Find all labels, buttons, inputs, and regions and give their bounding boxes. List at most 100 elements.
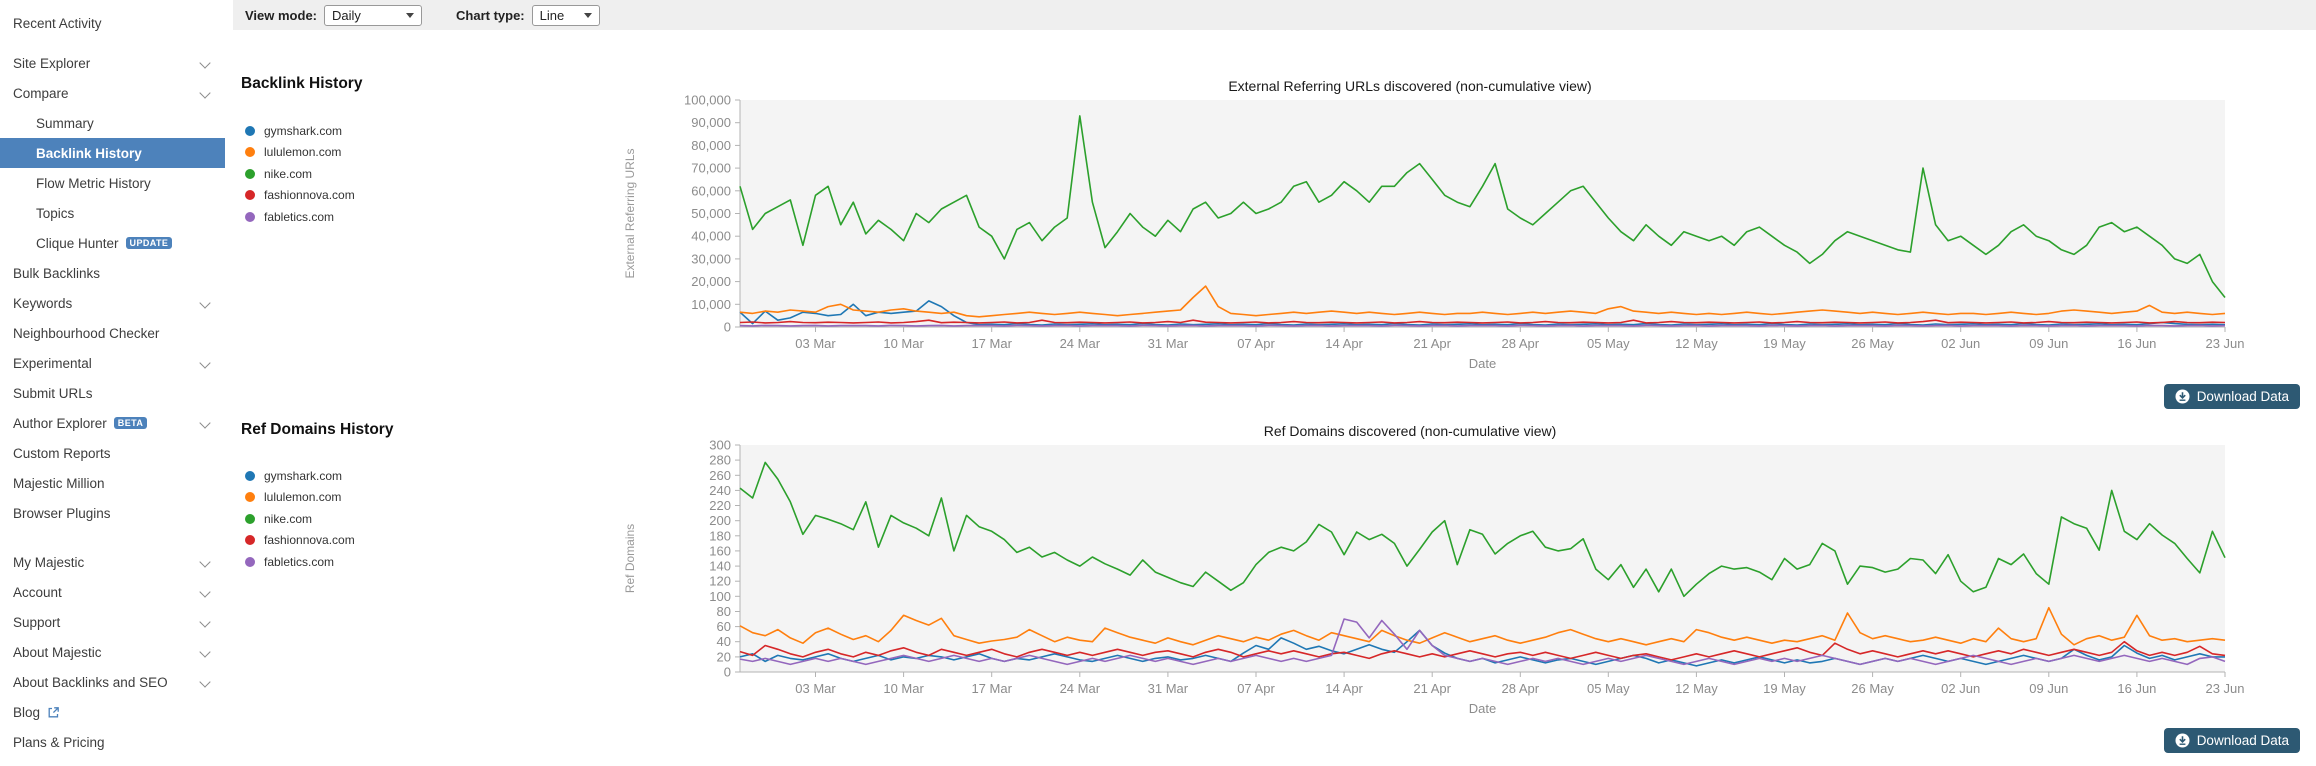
svg-text:23 Jun: 23 Jun: [2205, 681, 2244, 696]
sidebar-item-author-explorer[interactable]: Author Explorer BETA: [0, 408, 225, 438]
svg-text:26 May: 26 May: [1851, 681, 1894, 696]
svg-text:02 Jun: 02 Jun: [1941, 336, 1980, 351]
sidebar-item-label: Topics: [36, 205, 75, 221]
sidebar-item-bulk-backlinks[interactable]: Bulk Backlinks: [0, 258, 225, 288]
svg-text:20,000: 20,000: [691, 274, 731, 289]
svg-text:140: 140: [709, 559, 731, 574]
svg-text:07 Apr: 07 Apr: [1237, 681, 1275, 696]
sidebar-item-label: Support: [13, 614, 61, 630]
sidebar-item-my-majestic[interactable]: My Majestic: [0, 547, 225, 577]
sidebar-item-blog[interactable]: Blog: [0, 697, 225, 727]
download-data-button[interactable]: Download Data: [2163, 728, 2300, 753]
sidebar-item-compare[interactable]: Compare: [0, 78, 225, 108]
sidebar-item-summary[interactable]: Summary: [0, 108, 225, 138]
svg-text:10 Mar: 10 Mar: [883, 336, 924, 351]
legend-dot: [245, 492, 255, 503]
sidebar-item-experimental[interactable]: Experimental: [0, 348, 225, 378]
legend: gymshark.com lululemon.com nike.com fashion…: [245, 120, 545, 228]
chevron-down-icon: [199, 297, 211, 309]
svg-text:External Referring URLs: External Referring URLs: [623, 148, 637, 278]
sidebar-item-majestic-million[interactable]: Majestic Million: [0, 468, 225, 498]
sidebar-item-submit-urls[interactable]: Submit URLs: [0, 378, 225, 408]
download-data-button[interactable]: Download Data: [2163, 384, 2300, 409]
legend: gymshark.com lululemon.com nike.com fashion…: [245, 465, 545, 573]
legend-label: gymshark.com: [264, 468, 343, 483]
sidebar-item-about-majestic[interactable]: About Majestic: [0, 637, 225, 667]
legend-item-nike-com: nike.com: [245, 508, 545, 530]
sidebar-item-site-explorer[interactable]: Site Explorer: [0, 48, 225, 78]
sidebar-item-label: Plans & Pricing: [13, 734, 105, 750]
legend-label: fashionnova.com: [264, 188, 355, 203]
chevron-down-icon: [583, 12, 592, 18]
svg-text:16 Jun: 16 Jun: [2117, 336, 2156, 351]
svg-text:Date: Date: [1469, 356, 1496, 371]
sidebar-item-account[interactable]: Account: [0, 577, 225, 607]
view-mode-value: Daily: [332, 7, 361, 23]
legend-dot: [245, 470, 255, 481]
legend-dot: [245, 556, 255, 567]
sidebar-item-topics[interactable]: Topics: [0, 198, 225, 228]
sidebar-item-browser-plugins[interactable]: Browser Plugins: [0, 498, 225, 528]
sidebar-item-label: Clique Hunter: [36, 235, 119, 251]
external-link-icon: [47, 706, 60, 719]
badge-beta: BETA: [113, 417, 148, 429]
chevron-down-icon: [199, 646, 211, 658]
sidebar-item-backlink-history[interactable]: Backlink History: [0, 138, 225, 168]
chevron-down-icon: [199, 586, 211, 598]
sidebar-item-plans-pricing[interactable]: Plans & Pricing: [0, 727, 225, 757]
legend-dot: [245, 535, 255, 546]
svg-text:External Referring URLs discov: External Referring URLs discovered (non-…: [1228, 78, 1591, 94]
sidebar-item-keywords[interactable]: Keywords: [0, 288, 225, 318]
sidebar-item-label: Summary: [36, 115, 94, 131]
chevron-down-icon: [199, 87, 211, 99]
sidebar-item-support[interactable]: Support: [0, 607, 225, 637]
svg-text:280: 280: [709, 453, 731, 468]
svg-text:19 May: 19 May: [1763, 681, 1806, 696]
sidebar-item-flow-metric-history[interactable]: Flow Metric History: [0, 168, 225, 198]
sidebar-item-recent-activity[interactable]: Recent Activity: [0, 8, 225, 38]
sidebar-item-label: Compare: [13, 85, 69, 101]
sidebar-item-about-backlinks-and-seo[interactable]: About Backlinks and SEO: [0, 667, 225, 697]
legend-label: fashionnova.com: [264, 533, 355, 548]
chart-type-select[interactable]: Line: [531, 4, 600, 26]
legend-label: lululemon.com: [264, 145, 342, 160]
svg-text:220: 220: [709, 498, 731, 513]
legend-item-lululemon-com: lululemon.com: [245, 142, 545, 164]
chevron-down-icon: [406, 12, 415, 18]
sidebar-item-clique-hunter[interactable]: Clique Hunter UPDATE: [0, 228, 225, 258]
legend-label: lululemon.com: [264, 490, 342, 505]
sidebar-item-label: Experimental: [13, 355, 92, 371]
sidebar-item-neighbourhood-checker[interactable]: Neighbourhood Checker: [0, 318, 225, 348]
svg-text:16 Jun: 16 Jun: [2117, 681, 2156, 696]
legend-dot: [245, 513, 255, 524]
svg-text:02 Jun: 02 Jun: [1941, 681, 1980, 696]
sidebar-item-label: Custom Reports: [13, 445, 111, 461]
download-data-label: Download Data: [2196, 389, 2289, 404]
sidebar-item-custom-reports[interactable]: Custom Reports: [0, 438, 225, 468]
legend-item-gymshark-com: gymshark.com: [245, 465, 545, 487]
sidebar-item-label: Keywords: [13, 295, 73, 311]
svg-text:31 Mar: 31 Mar: [1148, 336, 1189, 351]
svg-text:90,000: 90,000: [691, 115, 731, 130]
svg-text:120: 120: [709, 574, 731, 589]
chevron-down-icon: [199, 556, 211, 568]
sidebar-item-label: Site Explorer: [13, 55, 91, 71]
sidebar-item-label: Account: [13, 584, 62, 600]
svg-text:12 May: 12 May: [1675, 336, 1718, 351]
svg-text:80,000: 80,000: [691, 138, 731, 153]
svg-text:17 Mar: 17 Mar: [971, 336, 1012, 351]
sidebar-spacer: [0, 38, 225, 48]
view-mode-select[interactable]: Daily: [324, 4, 423, 26]
download-data-label: Download Data: [2196, 733, 2289, 748]
sidebar-item-label: Recent Activity: [13, 15, 102, 31]
svg-text:Ref Domains: Ref Domains: [623, 524, 637, 593]
svg-text:31 Mar: 31 Mar: [1148, 681, 1189, 696]
chevron-down-icon: [199, 357, 211, 369]
svg-text:03 Mar: 03 Mar: [795, 336, 836, 351]
legend-label: nike.com: [264, 166, 313, 181]
chart-ref-domains[interactable]: 0204060801001201401601802002202402602803…: [620, 409, 2260, 719]
legend-label: gymshark.com: [264, 123, 343, 138]
chart-external-referring-urls[interactable]: 0 10,000 20,000 30,000 40,000 50,000 60,000 70,…: [620, 64, 2260, 374]
svg-text:05 May: 05 May: [1587, 681, 1630, 696]
